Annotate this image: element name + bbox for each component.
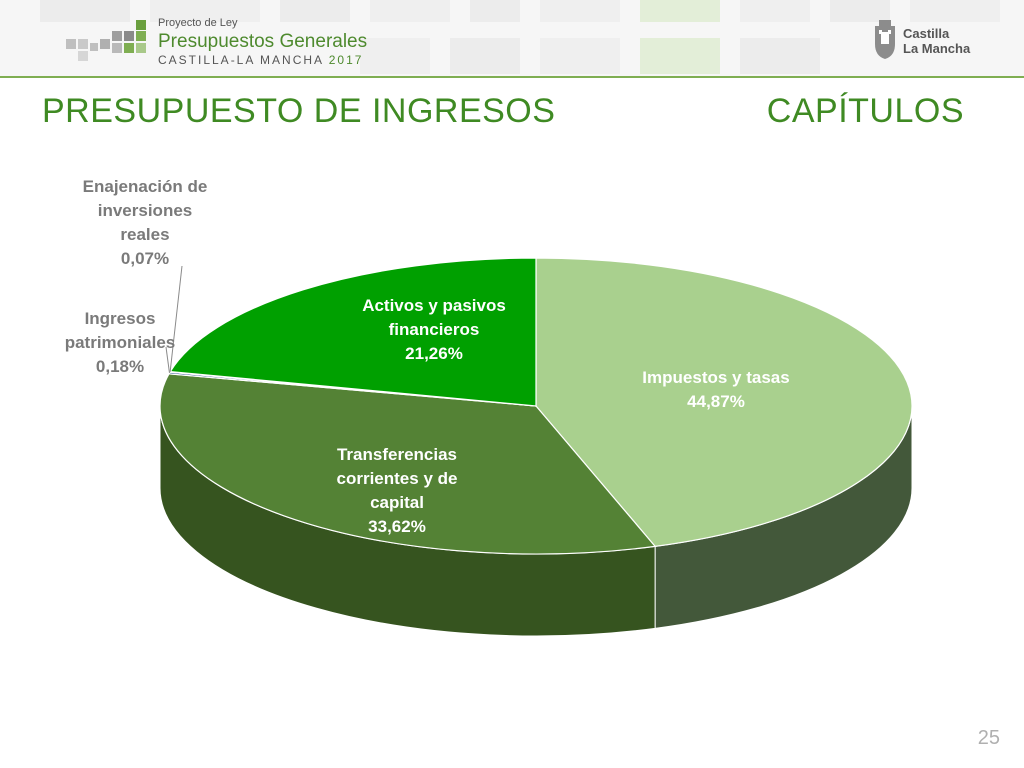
leader-line-patrimoniales — [165, 346, 170, 374]
pie-label-line: capital — [370, 493, 424, 512]
region-line1: Castilla — [903, 26, 950, 41]
logo-year: 2017 — [328, 53, 364, 67]
slide-header: Proyecto de Ley Presupuestos Generales C… — [0, 0, 1024, 76]
pie-label-enajenacion: Enajenación de inversiones reales 0,07% — [83, 177, 208, 268]
header-divider — [0, 76, 1024, 78]
pie-label-line: Activos y pasivos — [362, 296, 506, 315]
pie-label-line: 0,18% — [96, 357, 144, 376]
pie-slice-activos — [169, 257, 537, 407]
pie-slice-impuestos — [535, 257, 913, 548]
slide-subtitle: CAPÍTULOS — [766, 92, 964, 130]
pie-label-activos: Activos y pasivos financieros 21,26% — [362, 296, 506, 363]
pie-label-line: 44,87% — [687, 392, 745, 411]
region-logo-text: Castilla La Mancha — [903, 26, 970, 56]
pie-label-line: Ingresos — [85, 309, 156, 328]
pie-label-line: reales — [120, 225, 169, 244]
pie-label-line: Enajenación de — [83, 177, 208, 196]
page-number: 25 — [977, 727, 1000, 749]
pie-label-line: Transferencias — [337, 445, 457, 464]
leader-line-enajenacion — [169, 265, 183, 372]
budget-logo-text: Proyecto de Ley Presupuestos Generales C… — [158, 17, 368, 67]
region-line2: La Mancha — [903, 41, 971, 56]
logo-region: CASTILLA-LA MANCHA — [158, 53, 324, 67]
logo-line2: Presupuestos Generales — [158, 31, 368, 52]
logo-line3: CASTILLA-LA MANCHA 2017 — [158, 54, 367, 66]
pie-label-line: corrientes y de — [337, 469, 458, 488]
header-decoration — [40, 0, 1000, 74]
pie-top — [159, 257, 913, 555]
pie-label-line: financieros — [389, 320, 480, 339]
pie-label-line: inversiones — [98, 201, 193, 220]
coat-of-arms-icon — [875, 20, 895, 59]
logo-line1: Proyecto de Ley — [158, 17, 238, 29]
pie-label-line: 0,07% — [121, 249, 169, 268]
pie-leader-lines — [165, 265, 183, 374]
pie-label-line: 33,62% — [368, 517, 426, 536]
pie-label-impuestos: Impuestos y tasas 44,87% — [642, 368, 789, 411]
budget-logo-icon — [66, 20, 146, 61]
pie-label-line: 21,26% — [405, 344, 463, 363]
slide-title: PRESUPUESTO DE INGRESOS — [42, 92, 556, 130]
pie-slice-transferencias — [159, 373, 657, 555]
pie-labels: Impuestos y tasas 44,87% Transferencias cor… — [65, 177, 790, 536]
pie-label-line: patrimoniales — [65, 333, 176, 352]
pie-label-patrimoniales: Ingresos patrimoniales 0,18% — [65, 309, 176, 376]
pie-label-transferencias: Transferencias corrientes y de capital 33,6… — [337, 445, 458, 536]
pie-label-line: Impuestos y tasas — [642, 368, 789, 387]
